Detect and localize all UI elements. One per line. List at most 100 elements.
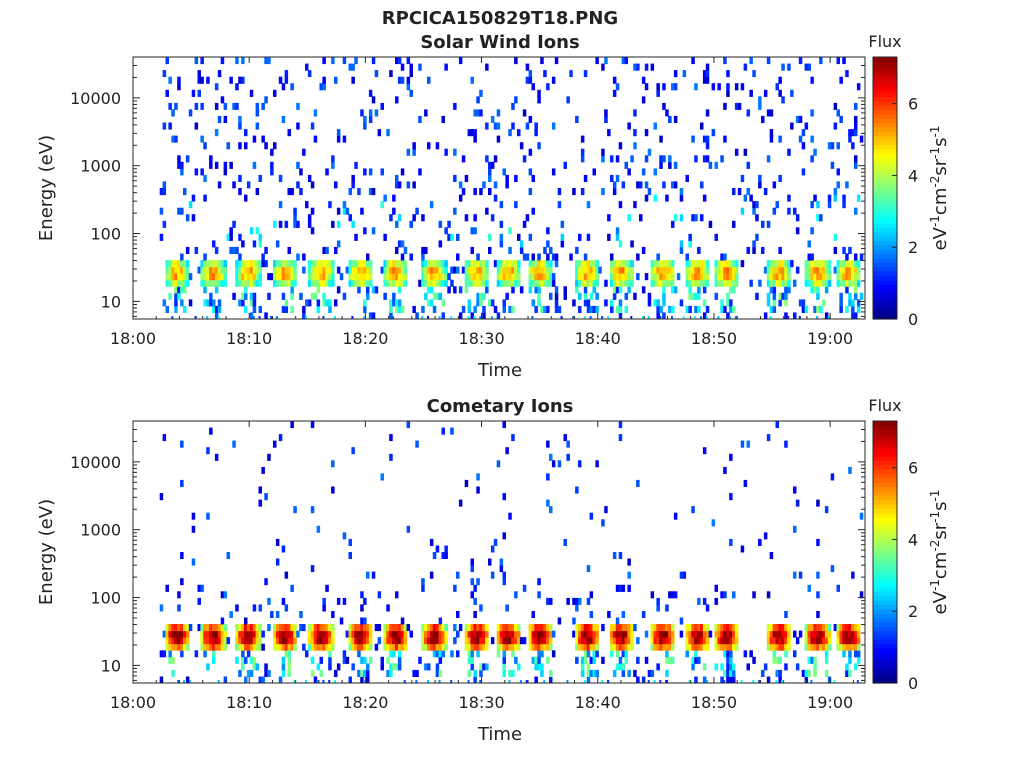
spectrogram-cell — [281, 669, 286, 677]
spectrogram-cell — [752, 70, 756, 78]
spectrogram-cell — [856, 680, 859, 683]
spectrogram-cell — [851, 299, 855, 307]
spectrogram-cell — [714, 630, 718, 638]
spectrogram-cell — [488, 174, 492, 182]
spectrogram-cell — [444, 227, 448, 235]
spectrogram-cell — [723, 305, 727, 313]
spectrogram-cell — [694, 292, 698, 300]
spectrogram-cell — [534, 637, 538, 645]
spectrogram-cell — [485, 122, 489, 130]
spectrogram-cell — [284, 76, 289, 84]
spectrogram-cell — [278, 220, 283, 228]
spectrogram-cell — [244, 129, 248, 137]
spectrogram-cell — [720, 273, 724, 281]
spectrogram-cell — [456, 650, 460, 658]
spectrogram-cell — [334, 316, 336, 319]
spectrogram-cell — [281, 656, 286, 664]
spectrogram-cell — [665, 279, 669, 287]
spectrogram-cell — [191, 558, 196, 566]
spectrogram-cell — [740, 680, 743, 683]
spectrogram-cell — [467, 656, 472, 664]
spectrogram-cell — [479, 188, 483, 196]
spectrogram-cell — [671, 643, 675, 651]
spectrogram-cell — [342, 650, 347, 658]
spectrogram-cell — [653, 168, 657, 176]
spectrogram-cell — [357, 273, 361, 281]
spectrogram-cell — [412, 305, 416, 313]
spectrogram-cell — [499, 240, 504, 248]
spectrogram-cell — [273, 266, 277, 274]
spectrogram-cell — [171, 643, 175, 651]
spectrogram-cell — [688, 260, 692, 268]
spectrogram-cell — [810, 279, 814, 287]
spectrogram-cell — [310, 421, 315, 429]
spectrogram-cell — [334, 299, 338, 307]
spectrogram-cell — [583, 273, 588, 281]
spectrogram-cell — [549, 597, 553, 605]
spectrogram-cell — [839, 637, 843, 645]
spectrogram-cell — [816, 643, 820, 651]
spectrogram-cell — [185, 155, 190, 163]
spectrogram-cell — [612, 266, 617, 274]
spectrogram-cell — [662, 266, 666, 274]
spectrogram-cell — [647, 188, 652, 196]
colorbar-segment — [873, 665, 897, 671]
y-tick-label: 1000 — [80, 157, 121, 176]
spectrogram-cell — [537, 89, 541, 97]
spectrogram-cell — [514, 637, 518, 645]
spectrogram-cell — [244, 292, 248, 300]
spectrogram-cell — [325, 279, 329, 287]
spectrogram-cell — [473, 669, 477, 677]
spectrogram-cell — [528, 115, 533, 123]
spectrogram-cell — [232, 220, 236, 228]
spectrogram-cell — [836, 266, 840, 274]
spectrogram-cell — [508, 129, 512, 137]
spectrogram-cell — [348, 552, 352, 559]
spectrogram-cell — [781, 630, 785, 638]
spectrogram-cell — [592, 305, 596, 313]
spectrogram-cell — [281, 266, 286, 274]
spectrogram-cell — [688, 286, 692, 294]
spectrogram-cell — [586, 233, 591, 241]
spectrogram-cell — [615, 305, 620, 313]
spectrogram-cell — [354, 260, 358, 268]
spectrogram-cell — [589, 292, 594, 300]
spectrogram-cell — [432, 292, 437, 300]
spectrogram-cell — [395, 591, 399, 599]
spectrogram-cell — [214, 129, 219, 137]
colorbar-segment — [873, 161, 897, 167]
spectrogram-cell — [726, 637, 730, 645]
spectrogram-cell — [705, 63, 710, 71]
spectrogram-cell — [409, 630, 413, 638]
spectrogram-cell — [171, 637, 175, 645]
spectrogram-cell — [508, 227, 512, 235]
spectrogram-cell — [325, 273, 329, 281]
spectrogram-cell — [766, 624, 771, 632]
spectrogram-cell — [168, 122, 172, 130]
spectrogram-cell — [514, 174, 518, 182]
spectrogram-cell — [209, 155, 213, 163]
colorbar-segment — [873, 61, 897, 67]
spectrogram-cell — [827, 630, 832, 638]
spectrogram-cell — [633, 292, 637, 300]
spectrogram-cell — [810, 253, 814, 261]
spectrogram-cell — [479, 604, 483, 612]
spectrogram-cell — [549, 676, 553, 684]
spectrogram-cell — [348, 188, 352, 196]
spectrogram-cell — [775, 669, 779, 677]
spectrogram-cell — [485, 207, 489, 215]
spectrogram-cell — [772, 624, 777, 632]
spectrogram-cell — [586, 630, 591, 638]
spectrogram-cell — [851, 312, 855, 320]
spectrogram-cell — [238, 624, 242, 632]
spectrogram-cell — [209, 637, 213, 645]
spectrogram-cell — [856, 194, 861, 202]
spectrogram-cell — [284, 650, 289, 658]
spectrogram-cell — [328, 637, 332, 645]
spectrogram-cell — [456, 571, 460, 579]
spectrogram-cell — [368, 279, 373, 287]
spectrogram-cell — [255, 624, 260, 632]
spectrogram-cell — [427, 299, 431, 307]
spectrogram-cell — [702, 279, 707, 287]
spectrogram-cell — [557, 617, 562, 625]
